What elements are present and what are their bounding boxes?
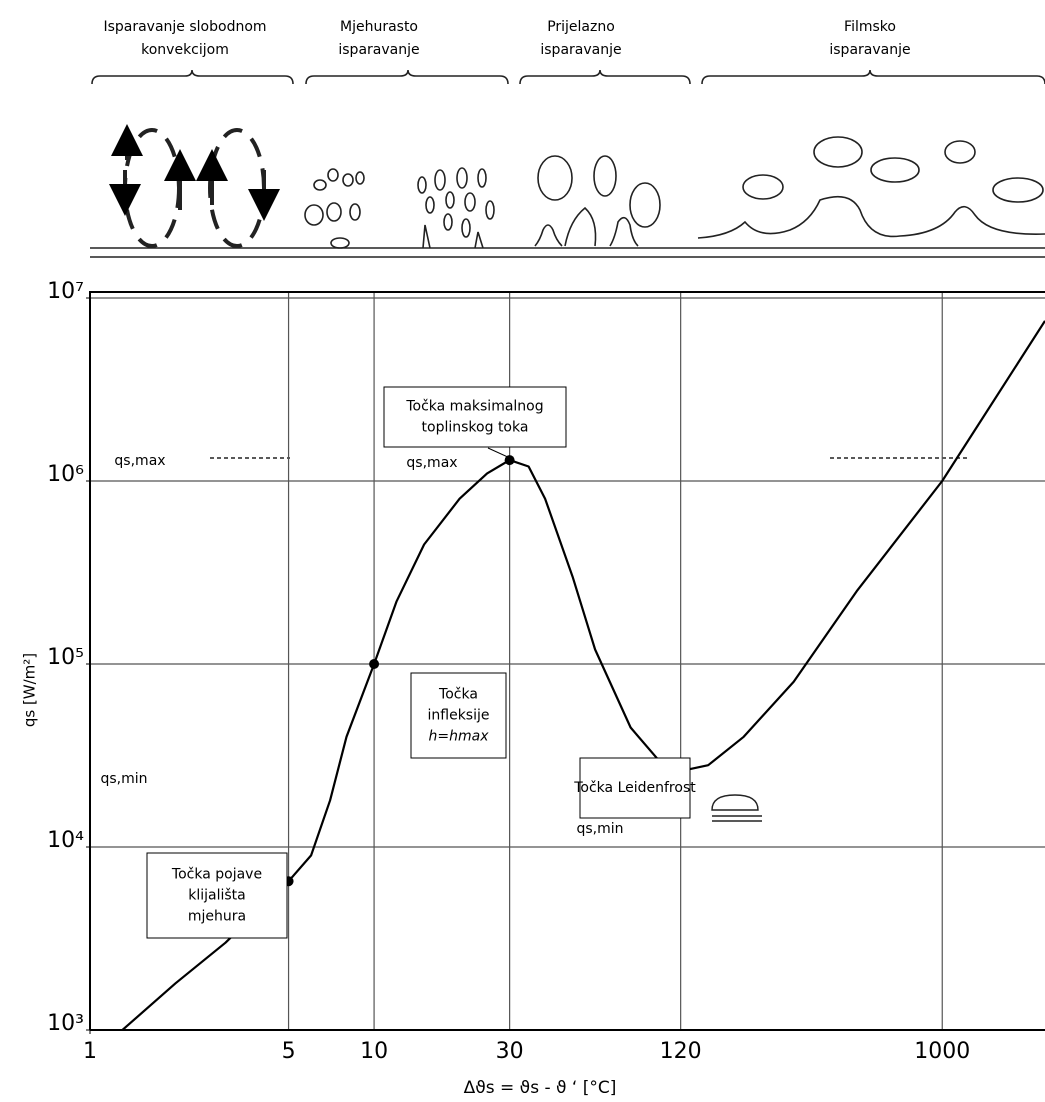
annotation-text: Točka maksimalnog (405, 399, 543, 415)
x-tick-label: 120 (660, 1039, 702, 1064)
annotation-text: h=hmax (429, 729, 490, 745)
annotation-text: Točka pojave (171, 867, 262, 883)
regime-label: Filmsko isparavanje (829, 19, 910, 58)
regime-label: Prijelazno isparavanje (540, 19, 621, 58)
x-axis-label: Δϑs = ϑs - ϑ ‘ [°C] (464, 1078, 617, 1098)
level-label: qs,min (576, 821, 623, 837)
annotation-text: Točka Leidenfrost (573, 780, 696, 796)
annotation-box (410, 672, 507, 759)
annotation-box (383, 386, 567, 448)
x-tick-label: 1 (83, 1039, 97, 1064)
y-tick-label: 10³ (47, 1011, 84, 1036)
curve-point (369, 659, 380, 669)
annotation-box (146, 852, 288, 939)
regime-illustrations (90, 69, 1045, 822)
x-tick-label: 10 (360, 1039, 388, 1064)
y-tick-label: 10⁶ (47, 462, 84, 487)
x-tick-label: 1000 (914, 1039, 970, 1064)
regime-label: Mjehurasto isparavanje (338, 19, 419, 58)
annotation-text: Točka (438, 687, 478, 703)
y-axis-label: qs [W/m²] (21, 653, 39, 727)
regime-label: Isparavanje slobodnom konvekcijom (103, 19, 266, 58)
boiling-curve (121, 320, 1045, 1031)
x-tick-label: 30 (496, 1039, 524, 1064)
annotation-box (579, 757, 691, 819)
annotation-text: klijališta (188, 888, 246, 904)
plot-frame (89, 291, 1045, 1031)
annotation-text: mjehura (188, 909, 246, 925)
level-label: qs,max (114, 453, 165, 469)
y-tick-label: 10⁴ (47, 828, 84, 853)
level-label: qs,min (100, 771, 147, 787)
annotation-text: infleksije (428, 708, 490, 724)
y-tick-label: 10⁷ (47, 279, 84, 304)
curve-point (504, 455, 515, 466)
annotation-leader (487, 447, 511, 459)
annotation-text: toplinskog toka (422, 420, 529, 436)
y-tick-label: 10⁵ (47, 645, 84, 670)
x-tick-label: 5 (282, 1039, 296, 1064)
level-label: qs,max (406, 455, 457, 471)
